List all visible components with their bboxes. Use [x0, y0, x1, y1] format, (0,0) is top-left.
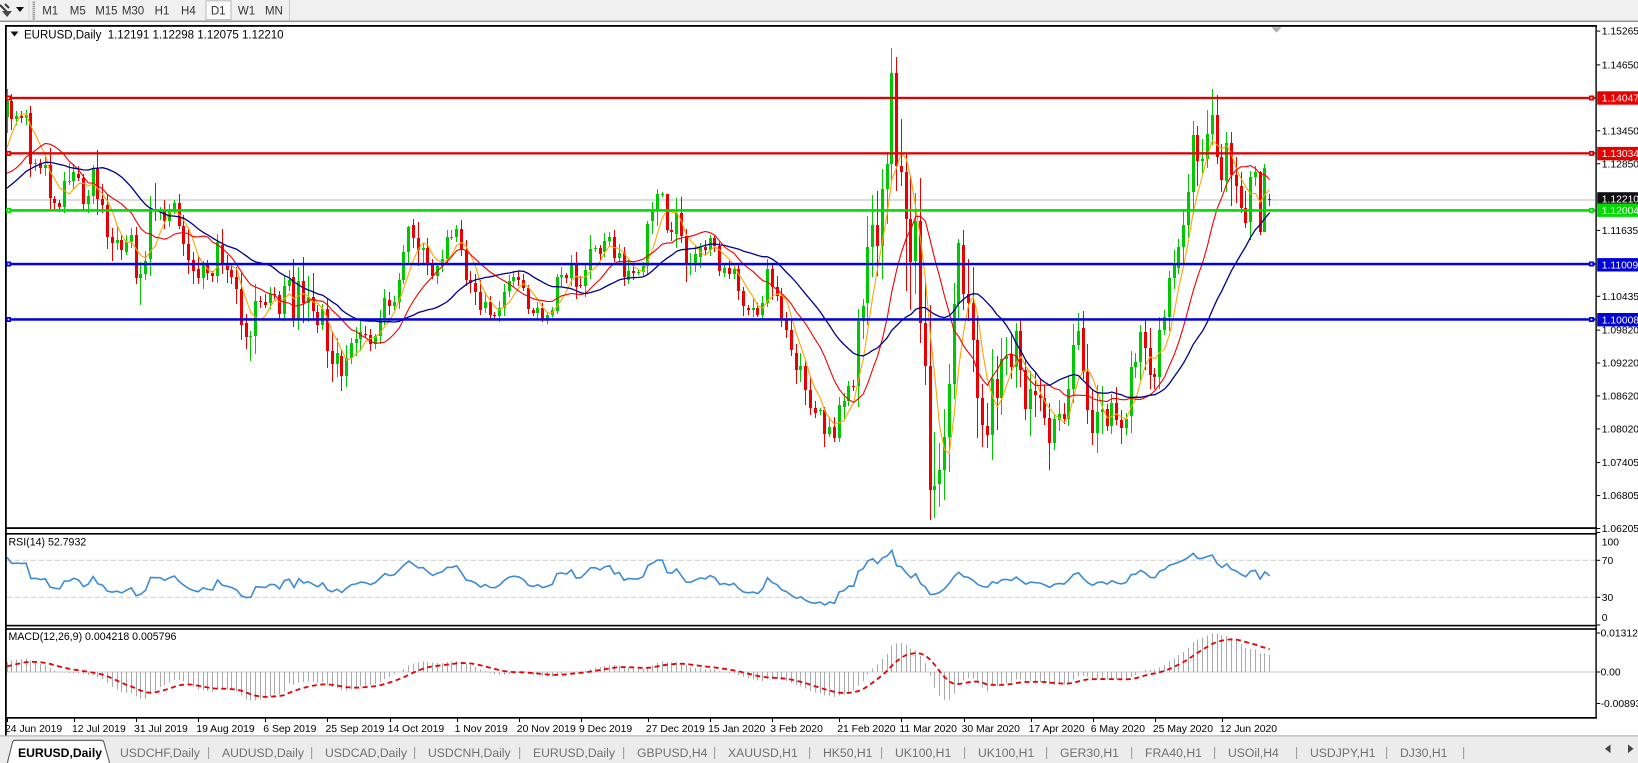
svg-text:1.09820: 1.09820 [1602, 326, 1638, 337]
svg-text:1.07405: 1.07405 [1602, 458, 1638, 469]
svg-text:|: | [413, 746, 416, 760]
svg-text:3 Feb 2020: 3 Feb 2020 [770, 724, 823, 735]
svg-text:EURUSD,Daily: EURUSD,Daily [533, 746, 616, 760]
svg-text:15 Jan 2020: 15 Jan 2020 [708, 724, 765, 735]
svg-text:|: | [1385, 746, 1388, 760]
svg-text:70: 70 [1602, 556, 1614, 567]
svg-text:UK100,H1: UK100,H1 [978, 746, 1034, 760]
svg-text:|: | [1462, 746, 1465, 760]
svg-text:-0.008933: -0.008933 [1601, 699, 1638, 710]
svg-text:20 Nov 2019: 20 Nov 2019 [517, 724, 576, 735]
svg-text:USDJPY,H1: USDJPY,H1 [1310, 746, 1376, 760]
svg-text:M1: M1 [42, 6, 58, 18]
svg-text:6 Sep 2019: 6 Sep 2019 [263, 724, 316, 735]
svg-text:W1: W1 [238, 6, 255, 18]
svg-text:1.06205: 1.06205 [1602, 524, 1638, 535]
svg-text:11 Mar 2020: 11 Mar 2020 [899, 724, 957, 735]
svg-text:19 Aug 2019: 19 Aug 2019 [196, 724, 255, 735]
svg-text:1.12004: 1.12004 [1602, 206, 1638, 217]
svg-text:25 May 2020: 25 May 2020 [1153, 724, 1213, 735]
svg-text:|: | [207, 746, 210, 760]
svg-text:0.00: 0.00 [1601, 668, 1621, 679]
svg-text:H1: H1 [155, 6, 170, 18]
svg-text:1.11009: 1.11009 [1602, 260, 1638, 271]
svg-text:GBPUSD,H4: GBPUSD,H4 [637, 746, 708, 760]
svg-text:XAUUSD,H1: XAUUSD,H1 [728, 746, 798, 760]
svg-text:EURUSD,Daily 1.12191 1.12298: EURUSD,Daily 1.12191 1.12298 1.12075 1.1… [24, 30, 284, 42]
svg-text:MN: MN [265, 6, 283, 18]
svg-text:D1: D1 [211, 6, 226, 18]
svg-text:6 May 2020: 6 May 2020 [1091, 724, 1146, 735]
svg-text:1.15265: 1.15265 [1602, 27, 1638, 38]
svg-text:0.013121: 0.013121 [1601, 629, 1638, 640]
svg-text:|: | [1045, 746, 1048, 760]
svg-text:0: 0 [1602, 613, 1608, 624]
svg-text:1.08620: 1.08620 [1602, 392, 1638, 403]
svg-text:12 Jun 2020: 12 Jun 2020 [1220, 724, 1277, 735]
svg-text:12 Jul 2019: 12 Jul 2019 [72, 724, 126, 735]
svg-text:|: | [518, 746, 521, 760]
svg-text:|: | [310, 746, 313, 760]
svg-text:1.11635: 1.11635 [1602, 226, 1638, 237]
svg-text:1 Nov 2019: 1 Nov 2019 [455, 724, 508, 735]
svg-text:M15: M15 [95, 6, 117, 18]
svg-text:M30: M30 [122, 6, 144, 18]
svg-text:|: | [963, 746, 966, 760]
svg-text:RSI(14) 52.7932: RSI(14) 52.7932 [9, 537, 87, 549]
svg-text:31 Jul 2019: 31 Jul 2019 [134, 724, 188, 735]
svg-text:1.13034: 1.13034 [1602, 149, 1638, 160]
svg-text:1.09220: 1.09220 [1602, 359, 1638, 370]
svg-text:30: 30 [1602, 593, 1614, 604]
svg-text:9 Dec 2019: 9 Dec 2019 [579, 724, 632, 735]
svg-text:1.06805: 1.06805 [1602, 491, 1638, 502]
svg-text:|: | [713, 746, 716, 760]
svg-text:H4: H4 [181, 6, 196, 18]
svg-text:24 Jun 2019: 24 Jun 2019 [5, 724, 62, 735]
svg-text:1.10008: 1.10008 [1602, 315, 1638, 326]
svg-text:USDCHF,Daily: USDCHF,Daily [120, 746, 201, 760]
svg-text:|: | [1213, 746, 1216, 760]
svg-text:14 Oct 2019: 14 Oct 2019 [388, 724, 445, 735]
svg-text:USOil,H4: USOil,H4 [1228, 746, 1279, 760]
svg-text:|: | [1295, 746, 1298, 760]
svg-text:1.12210: 1.12210 [1602, 195, 1638, 206]
svg-text:21 Feb 2020: 21 Feb 2020 [837, 724, 896, 735]
svg-text:1.13450: 1.13450 [1602, 126, 1638, 137]
svg-text:|: | [622, 746, 625, 760]
svg-text:1.12850: 1.12850 [1602, 159, 1638, 170]
svg-text:|: | [880, 746, 883, 760]
svg-text:17 Apr 2020: 17 Apr 2020 [1029, 724, 1085, 735]
svg-text:30 Mar 2020: 30 Mar 2020 [962, 724, 1021, 735]
svg-text:USDCAD,Daily: USDCAD,Daily [325, 746, 408, 760]
svg-text:FRA40,H1: FRA40,H1 [1145, 746, 1202, 760]
svg-text:MACD(12,26,9) 0.004218 0.00579: MACD(12,26,9) 0.004218 0.005796 [9, 631, 177, 643]
svg-text:27 Dec 2019: 27 Dec 2019 [646, 724, 705, 735]
svg-text:DJ30,H1: DJ30,H1 [1400, 746, 1448, 760]
svg-text:|: | [808, 746, 811, 760]
svg-text:100: 100 [1602, 538, 1619, 549]
svg-text:1.14650: 1.14650 [1602, 61, 1638, 72]
svg-text:1.10435: 1.10435 [1602, 292, 1638, 303]
svg-text:GER30,H1: GER30,H1 [1060, 746, 1119, 760]
svg-text:HK50,H1: HK50,H1 [823, 746, 873, 760]
svg-text:EURUSD,Daily: EURUSD,Daily [18, 746, 102, 760]
svg-text:AUDUSD,Daily: AUDUSD,Daily [222, 746, 305, 760]
svg-text:1.14047: 1.14047 [1602, 94, 1638, 105]
svg-text:25 Sep 2019: 25 Sep 2019 [326, 724, 385, 735]
svg-text:M5: M5 [70, 6, 86, 18]
svg-text:|: | [1130, 746, 1133, 760]
svg-text:1.08020: 1.08020 [1602, 425, 1638, 436]
svg-text:USDCNH,Daily: USDCNH,Daily [428, 746, 512, 760]
svg-text:UK100,H1: UK100,H1 [895, 746, 951, 760]
